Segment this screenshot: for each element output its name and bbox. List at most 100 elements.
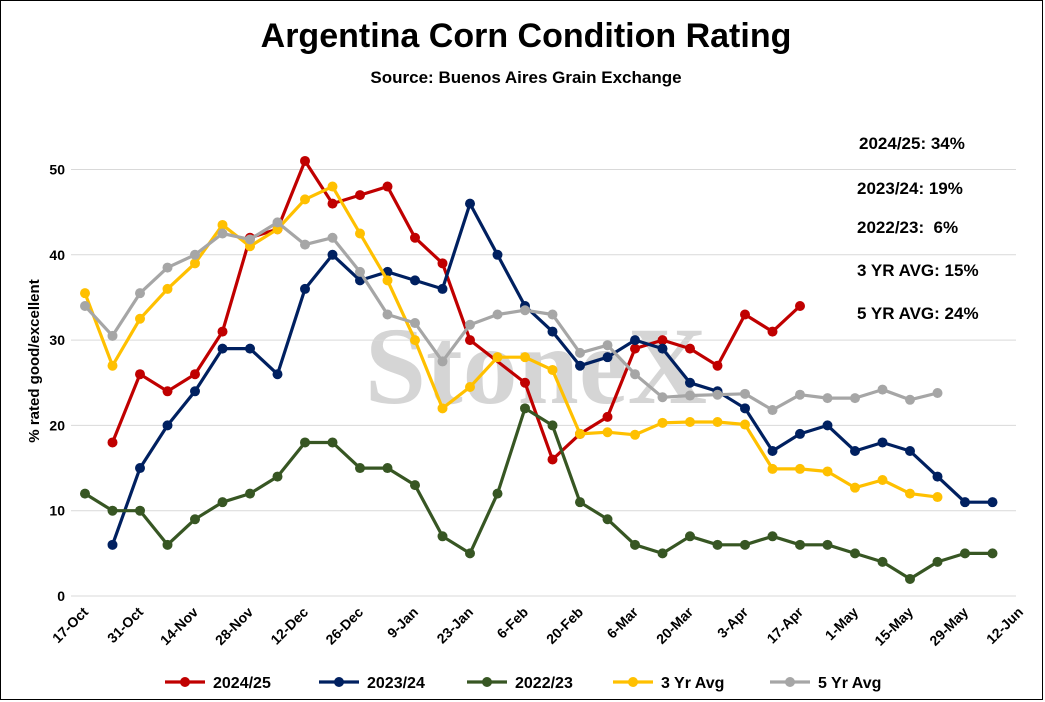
data-point-2022-23 — [410, 480, 420, 491]
legend: 2024/25 2023/24 2022/23 3 Yr Avg 5 Yr Avg — [165, 675, 881, 692]
data-point-2024-25 — [355, 190, 365, 201]
data-point-2024-25 — [107, 437, 118, 448]
data-point-2022-23 — [850, 548, 860, 559]
x-tick-label: 15-May — [871, 604, 916, 649]
data-point-5-yr-avg — [190, 249, 200, 260]
data-point-2023-24 — [685, 377, 695, 388]
data-point-2023-24 — [850, 445, 860, 456]
annotation-layer: 2024/25: 34% 2023/24: 19% 2022/23: 6% 3 YR … — [857, 134, 979, 323]
data-point-3-yr-avg — [465, 382, 475, 393]
data-point-2022-23 — [905, 573, 915, 584]
data-point-3-yr-avg — [300, 194, 310, 205]
data-point-2024-25 — [327, 198, 338, 209]
data-point-2022-23 — [740, 539, 750, 550]
data-point-2023-24 — [795, 428, 805, 439]
data-point-5-yr-avg — [850, 393, 860, 404]
data-point-2022-23 — [492, 488, 503, 499]
data-point-3-yr-avg — [822, 466, 833, 477]
data-point-2024-25 — [630, 343, 640, 354]
data-point-2022-23 — [135, 505, 145, 516]
data-point-2023-24 — [602, 352, 613, 363]
data-point-2022-23 — [602, 514, 613, 525]
data-point-2023-24 — [492, 249, 503, 260]
data-point-2022-23 — [437, 531, 448, 542]
legend-swatch-marker — [180, 677, 190, 687]
y-tick-label: 30 — [49, 332, 65, 348]
data-point-2022-23 — [80, 488, 90, 499]
data-point-3-yr-avg — [850, 482, 860, 493]
legend-label: 2024/25 — [213, 675, 271, 692]
y-tick-label: 20 — [49, 417, 65, 433]
data-point-2023-24 — [190, 386, 200, 397]
data-point-2022-23 — [767, 531, 778, 542]
y-tick-label: 10 — [49, 503, 65, 519]
data-point-2024-25 — [767, 326, 778, 337]
data-point-2022-23 — [547, 420, 558, 431]
x-tick-label: 29-May — [926, 604, 971, 649]
data-point-5-yr-avg — [520, 305, 530, 316]
chart-subtitle: Source: Buenos Aires Grain Exchange — [370, 68, 681, 87]
x-tick-label: 14-Nov — [157, 604, 201, 648]
legend-swatch-marker — [785, 677, 795, 687]
data-point-3-yr-avg — [327, 181, 338, 192]
data-point-2024-25 — [135, 369, 145, 380]
data-point-5-yr-avg — [272, 217, 283, 228]
data-point-2023-24 — [547, 326, 558, 337]
data-point-5-yr-avg — [630, 369, 640, 380]
data-point-2022-23 — [190, 514, 200, 525]
data-point-2022-23 — [877, 556, 888, 567]
series-layer — [80, 155, 998, 584]
x-tick-label: 28-Nov — [212, 604, 256, 648]
data-point-3-yr-avg — [492, 352, 503, 363]
data-point-3-yr-avg — [795, 463, 805, 474]
x-tick-label: 17-Oct — [49, 604, 91, 646]
data-point-2023-24 — [162, 420, 173, 431]
y-tick-label: 40 — [49, 247, 65, 263]
data-point-5-yr-avg — [107, 330, 118, 341]
data-point-2022-23 — [822, 539, 833, 550]
annotation-text: 3 YR AVG: 15% — [857, 261, 979, 280]
data-point-5-yr-avg — [575, 347, 585, 358]
data-point-2022-23 — [960, 548, 970, 559]
x-tick-label: 12-Dec — [267, 604, 311, 648]
legend-label: 2023/24 — [367, 675, 425, 692]
data-point-3-yr-avg — [602, 427, 613, 438]
data-point-2022-23 — [217, 497, 228, 508]
annotation-text: 2023/24: 19% — [857, 179, 963, 198]
x-tick-label: 31-Oct — [104, 604, 146, 646]
data-point-3-yr-avg — [575, 428, 585, 439]
legend-swatch-marker — [482, 677, 492, 687]
data-point-3-yr-avg — [437, 403, 448, 414]
data-point-3-yr-avg — [162, 283, 173, 294]
data-point-2022-23 — [795, 539, 805, 550]
data-point-5-yr-avg — [410, 318, 420, 329]
data-point-2023-24 — [877, 437, 888, 448]
data-point-2022-23 — [162, 539, 173, 550]
data-point-2023-24 — [905, 445, 915, 456]
legend-item-3-yr-avg: 3 Yr Avg — [613, 675, 724, 692]
series-2023-24 — [107, 198, 998, 550]
data-point-2024-25 — [410, 232, 420, 243]
data-point-3-yr-avg — [190, 258, 200, 269]
data-point-2022-23 — [657, 548, 668, 559]
data-point-5-yr-avg — [162, 262, 173, 273]
data-point-5-yr-avg — [465, 319, 475, 330]
data-point-2024-25 — [217, 326, 228, 337]
legend-item-2022-23: 2022/23 — [467, 675, 573, 692]
annotation-text: 2022/23: 6% — [857, 218, 958, 237]
legend-swatch-marker — [334, 677, 344, 687]
data-point-2023-24 — [217, 343, 228, 354]
data-point-3-yr-avg — [712, 416, 723, 427]
data-point-2023-24 — [300, 283, 310, 294]
data-point-2024-25 — [190, 369, 200, 380]
data-point-5-yr-avg — [822, 393, 833, 404]
data-point-2023-24 — [107, 539, 118, 550]
x-tick-label: 3-Apr — [714, 603, 752, 641]
data-point-5-yr-avg — [547, 309, 558, 320]
data-point-2023-24 — [465, 198, 475, 209]
data-point-5-yr-avg — [767, 405, 778, 416]
data-point-2024-25 — [602, 411, 613, 422]
x-tick-label: 9-Jan — [384, 604, 421, 641]
